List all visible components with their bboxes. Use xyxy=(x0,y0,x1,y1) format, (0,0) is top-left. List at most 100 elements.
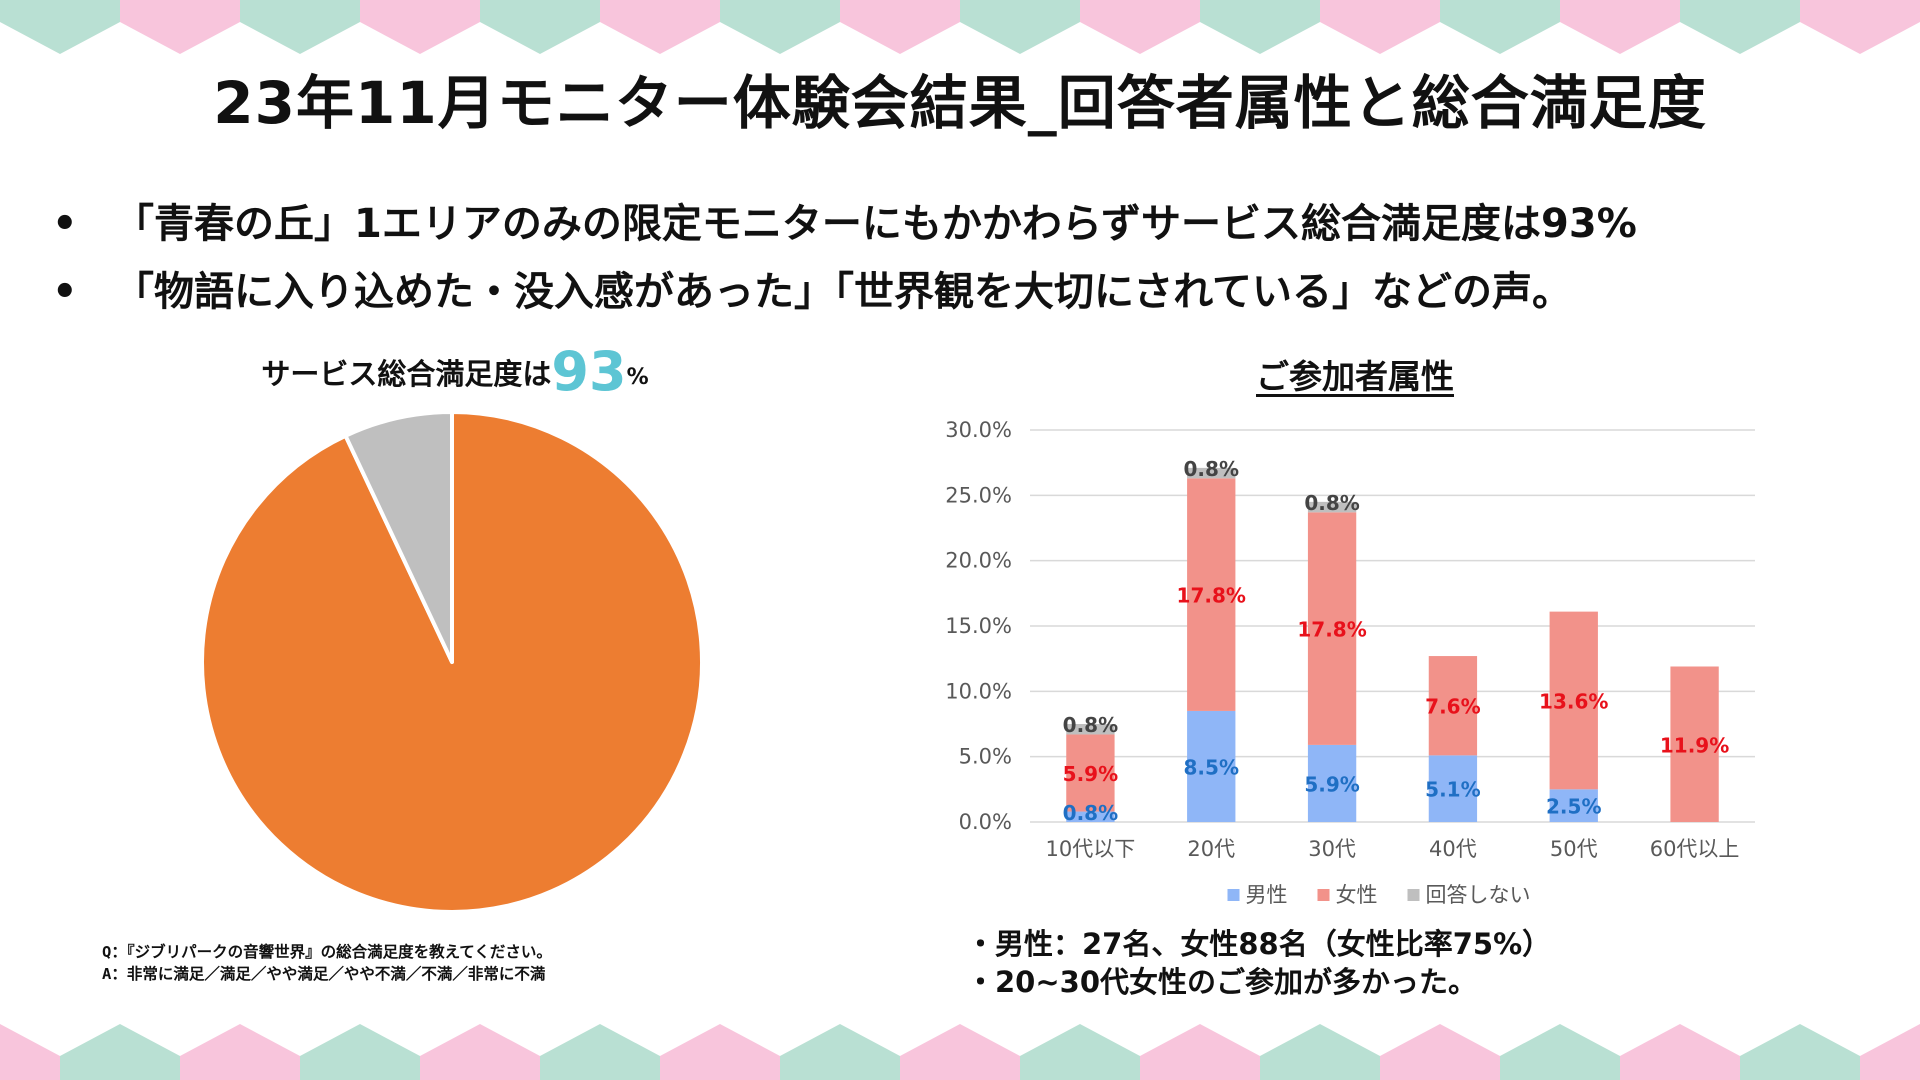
legend-swatch xyxy=(1227,889,1240,901)
decoration-tile xyxy=(0,1024,60,1080)
decoration-tile xyxy=(1380,1024,1500,1080)
pie-title: サービス総合満足度は93% xyxy=(200,340,710,403)
data-label: 5.9% xyxy=(1304,772,1359,796)
pie-title-value: 93 xyxy=(551,340,627,403)
data-label: 0.8% xyxy=(1063,713,1118,737)
legend-label: 回答しない xyxy=(1426,883,1531,907)
x-tick-label: 10代以下 xyxy=(1046,837,1136,861)
bottom-decoration-band xyxy=(0,1024,1920,1080)
bar-segment xyxy=(1670,666,1719,822)
bullet-marker: • xyxy=(52,201,78,247)
bar-note: ・男性：27名、女性88名（女性比率75%） xyxy=(966,927,1552,961)
legend-swatch xyxy=(1407,889,1420,901)
y-tick-label: 25.0% xyxy=(945,483,1012,507)
decoration-tile xyxy=(1680,0,1800,54)
bar-note: ・20~30代女性のご参加が多かった。 xyxy=(966,965,1478,999)
bullet-item: • 「物語に入り込めた・没入感があった」「世界観を大切にされている」などの声。 xyxy=(52,258,1637,326)
decoration-tile xyxy=(900,1024,1020,1080)
data-label: 2.5% xyxy=(1546,795,1601,819)
bar-segment xyxy=(1187,478,1236,711)
decoration-tile xyxy=(780,1024,900,1080)
data-label: 5.9% xyxy=(1063,762,1118,786)
decoration-tile xyxy=(1260,1024,1380,1080)
bullet-marker: • xyxy=(52,269,78,315)
bar-notes: ・男性：27名、女性88名（女性比率75%） ・20~30代女性のご参加が多かっ… xyxy=(966,925,1551,1001)
page-title: 23年11月モニター体験会結果_回答者属性と総合満足度 xyxy=(213,69,1707,137)
satisfaction-pie-chart xyxy=(200,410,704,914)
decoration-tile xyxy=(60,1024,180,1080)
decoration-tile xyxy=(1500,1024,1620,1080)
decoration-tile xyxy=(300,1024,420,1080)
decoration-tile xyxy=(840,0,960,54)
decoration-tile xyxy=(600,0,720,54)
decoration-tile xyxy=(1200,0,1320,54)
bullet-text: 「青春の丘」1エリアのみの限定モニターにもかかわらずサービス総合満足度は93% xyxy=(114,201,1637,247)
bar-segment xyxy=(1307,501,1357,513)
bar-segment xyxy=(1066,734,1115,812)
decoration-tile xyxy=(1020,1024,1140,1080)
decoration-tile xyxy=(660,1024,780,1080)
decoration-tile xyxy=(1740,1024,1860,1080)
bar-segment xyxy=(1428,755,1478,822)
decoration-tile xyxy=(1440,0,1560,54)
decoration-tile xyxy=(1080,0,1200,54)
decoration-tile xyxy=(420,1024,540,1080)
data-label: 7.6% xyxy=(1425,695,1480,719)
bar-segment xyxy=(1066,811,1115,822)
top-decoration-band xyxy=(0,0,1920,54)
bullet-list: • 「青春の丘」1エリアのみの限定モニターにもかかわらずサービス総合満足度は93%… xyxy=(52,190,1637,326)
decoration-tile xyxy=(1560,0,1680,54)
data-label: 17.8% xyxy=(1297,618,1366,642)
bar-chart-title: ご参加者属性 xyxy=(1256,357,1454,396)
data-label: 11.9% xyxy=(1660,733,1729,757)
bar-segment xyxy=(1549,611,1598,790)
decoration-tile xyxy=(1140,1024,1260,1080)
x-tick-label: 30代 xyxy=(1308,837,1356,861)
survey-question-block: Q：『ジブリパークの音響世界』の総合満足度を教えてください。 A：非常に満足／満… xyxy=(102,941,552,985)
legend-label: 女性 xyxy=(1336,883,1378,907)
bar-segment xyxy=(1428,656,1478,756)
decoration-tile xyxy=(1620,1024,1740,1080)
x-tick-label: 20代 xyxy=(1187,837,1235,861)
x-tick-label: 40代 xyxy=(1429,837,1477,861)
y-tick-label: 10.0% xyxy=(945,679,1012,703)
decoration-tile xyxy=(0,0,120,54)
pie-slice xyxy=(343,410,454,664)
pie-title-prefix: サービス総合満足度は xyxy=(261,357,552,391)
bar-segment xyxy=(1549,789,1598,822)
survey-answer-options: A：非常に満足／満足／やや満足／やや不満／不満／非常に不満 xyxy=(102,965,546,983)
legend-label: 男性 xyxy=(1246,883,1288,907)
x-tick-label: 60代以上 xyxy=(1650,837,1740,861)
y-tick-label: 0.0% xyxy=(959,810,1012,834)
x-tick-label: 50代 xyxy=(1550,837,1598,861)
decoration-tile xyxy=(1800,0,1920,54)
data-label: 0.8% xyxy=(1184,457,1239,481)
data-label: 8.5% xyxy=(1184,755,1239,779)
bar-segment xyxy=(1066,724,1115,735)
y-tick-label: 30.0% xyxy=(945,418,1012,442)
decoration-tile xyxy=(540,1024,660,1080)
decoration-tile xyxy=(180,1024,300,1080)
y-tick-label: 15.0% xyxy=(945,614,1012,638)
decoration-tile xyxy=(1860,1024,1920,1080)
bullet-text: 「物語に入り込めた・没入感があった」「世界観を大切にされている」などの声。 xyxy=(114,269,1572,315)
decoration-tile xyxy=(720,0,840,54)
bullet-item: • 「青春の丘」1エリアのみの限定モニターにもかかわらずサービス総合満足度は93% xyxy=(52,190,1637,258)
bar-segment xyxy=(1187,467,1236,479)
attribute-stacked-bar-chart: 0.0% 5.0% 10.0% 15.0% 20.0% 25.0% 30.0% 0.8% 5.9… xyxy=(945,418,1755,907)
survey-question: Q：『ジブリパークの音響世界』の総合満足度を教えてください。 xyxy=(102,943,552,961)
data-label: 13.6% xyxy=(1539,689,1608,713)
decoration-tile xyxy=(240,0,360,54)
legend-swatch xyxy=(1317,889,1330,901)
data-label: 5.1% xyxy=(1425,778,1480,802)
data-label: 17.8% xyxy=(1177,584,1246,608)
decoration-tile xyxy=(480,0,600,54)
data-label: 0.8% xyxy=(1304,491,1359,515)
decoration-tile xyxy=(120,0,240,54)
decoration-tile xyxy=(360,0,480,54)
bar-segment xyxy=(1307,744,1357,822)
decoration-tile xyxy=(960,0,1080,54)
pie-title-suffix: % xyxy=(626,365,649,390)
y-tick-label: 20.0% xyxy=(945,549,1012,573)
decoration-tile xyxy=(1320,0,1440,54)
